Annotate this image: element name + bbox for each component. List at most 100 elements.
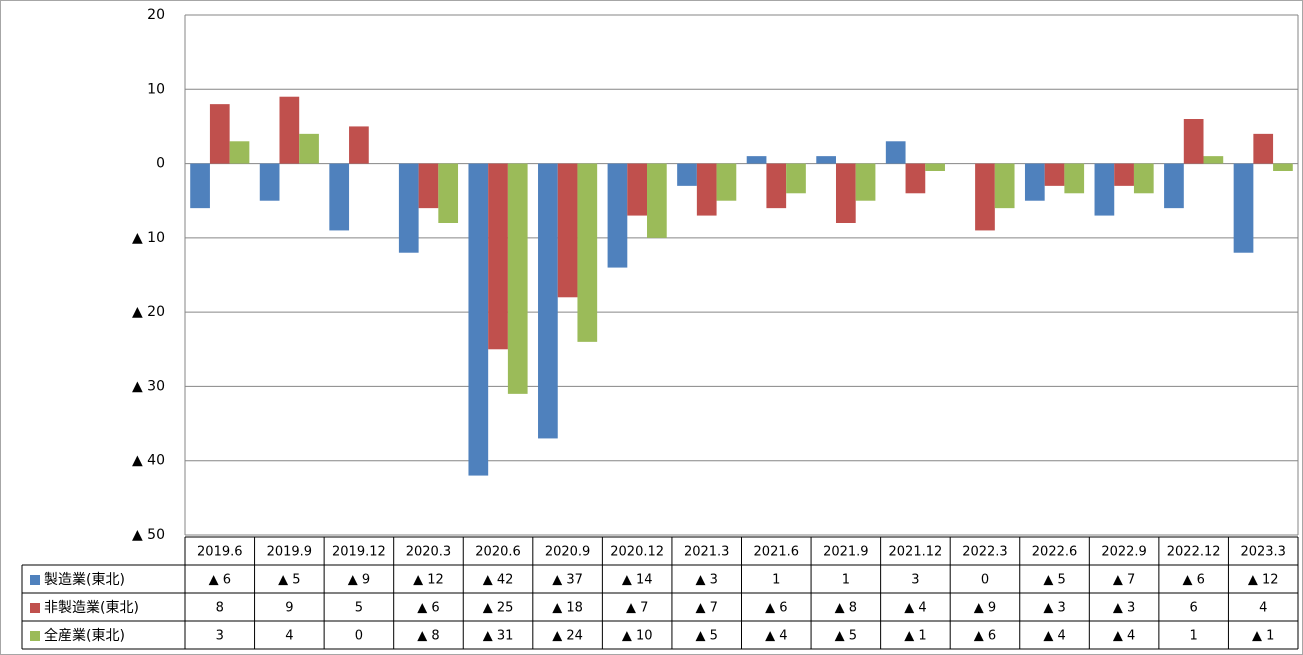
table-value: ▲ 3 [696,573,718,588]
x-tick-label: 2020.3 [406,545,452,560]
table-value: ▲ 6 [1182,573,1204,588]
table-value: 3 [911,573,919,588]
table-value: ▲ 14 [622,573,653,588]
table-value: ▲ 25 [483,601,514,616]
bar [696,163,717,216]
table-value: ▲ 5 [835,629,857,644]
table-value: ▲ 1 [1252,629,1274,644]
bar [766,163,787,209]
legend-label: 非製造業(東北) [44,600,139,616]
table-value: 1 [772,573,780,588]
bar [1064,163,1085,194]
bar [1024,163,1045,201]
bar [1203,156,1224,164]
table-value: 4 [285,629,293,644]
x-tick-label: 2023.3 [1240,545,1286,560]
bar [925,163,945,171]
bar [190,163,210,209]
y-tick-label: ▲ 40 [132,453,165,469]
bar [905,163,926,194]
table-value: ▲ 6 [417,601,439,616]
table-value: ▲ 3 [1043,601,1065,616]
table-value: ▲ 7 [696,601,718,616]
table-value: ▲ 4 [904,601,926,616]
x-tick-label: 2019.12 [332,545,386,560]
table-value: 9 [285,601,293,616]
table-value: ▲ 9 [348,573,370,588]
x-tick-label: 2022.12 [1167,545,1221,560]
bar [627,163,648,216]
legend-label: 全産業(東北) [44,627,125,644]
table-value: ▲ 6 [209,573,231,588]
x-tick-label: 2021.12 [889,545,943,560]
bar [855,163,876,201]
bar [994,163,1015,209]
table-value: 8 [216,601,224,616]
y-tick-label: 10 [147,81,165,97]
table-value: ▲ 12 [1248,573,1279,588]
table-value: ▲ 1 [904,629,926,644]
table-value: ▲ 4 [1043,629,1065,644]
legend-swatch [30,603,40,613]
x-tick-label: 2022.9 [1101,545,1147,560]
table-value: ▲ 37 [552,573,583,588]
bar [1094,163,1115,216]
table-value: ▲ 6 [765,601,787,616]
table-value: ▲ 42 [483,573,514,588]
table-value: 1 [842,573,850,588]
y-tick-label: ▲ 20 [132,304,165,320]
table-value: ▲ 7 [1113,573,1135,588]
bar [299,133,319,164]
table-value: ▲ 18 [552,601,583,616]
table-value: 1 [1190,629,1198,644]
bar [1183,119,1204,164]
table-value: ▲ 5 [696,629,718,644]
bar [607,163,628,268]
y-tick-label: 0 [156,156,165,172]
legend-label: 製造業(東北) [44,572,125,588]
table-value: ▲ 3 [1113,601,1135,616]
bar [716,163,737,201]
bar [786,163,806,194]
bar [349,126,369,164]
x-tick-label: 2022.6 [1032,545,1078,560]
bar [1164,163,1184,209]
y-tick-label: ▲ 30 [132,378,165,394]
table-value: 5 [355,601,363,616]
bar [1114,163,1134,186]
table-value: ▲ 5 [278,573,300,588]
bar [1044,163,1065,186]
bar [835,163,856,223]
table-value: ▲ 12 [413,573,444,588]
table-value: ▲ 8 [835,601,857,616]
x-tick-label: 2021.3 [684,545,730,560]
x-tick-label: 2021.9 [823,545,869,560]
table-value: 3 [216,629,224,644]
y-tick-label: ▲ 50 [132,527,165,543]
bar [329,163,350,231]
table-value: 0 [981,573,989,588]
bar [557,163,578,298]
bar [975,163,995,231]
table-value: ▲ 8 [417,629,439,644]
table-value: ▲ 5 [1043,573,1065,588]
bar [538,163,558,439]
x-tick-label: 2022.3 [962,545,1008,560]
bar [1273,163,1293,171]
bar [746,156,767,164]
bar [647,163,667,238]
bar [1253,133,1274,164]
bar [1133,163,1154,194]
table-value: ▲ 6 [974,629,996,644]
bar [259,163,280,201]
x-tick-label: 2019.9 [267,545,313,560]
table-value: ▲ 9 [974,601,996,616]
bar [229,141,250,164]
bar [279,96,300,164]
y-tick-label: 20 [147,7,165,23]
table-value: ▲ 24 [552,629,583,644]
table-value: 4 [1259,601,1267,616]
table-value: 0 [355,629,363,644]
